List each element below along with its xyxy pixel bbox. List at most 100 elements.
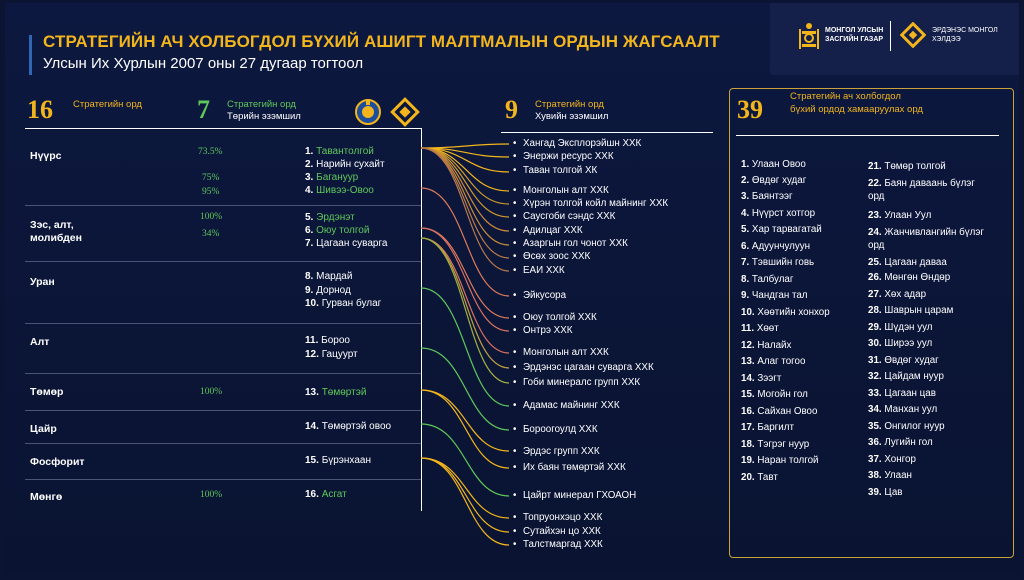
related-item: 7. Тэвшийн говь [741,257,815,268]
related-item: 34. Манхан уул [868,404,938,415]
related-item: 21. Төмөр толгой [868,161,946,172]
related-item: 16. Сайхан Овоо [741,406,818,417]
related-label-2: бүхий ордод хамааруулах орд [790,104,923,115]
deposit-item: 9. Дорнод [305,285,351,296]
soyombo-emblem-icon [799,23,819,49]
mineral-gold: Алт [30,336,50,348]
deposit-item: 5. Эрдэнэт [305,212,355,223]
related-item: 11. Хөөт [741,323,779,334]
related-item: 14. Зээгт [741,373,782,384]
related-item: 24. Жанчивлангийн бүлэг [868,227,984,238]
erdenes-logo-icon [390,97,420,127]
company-item: Монголын алт ХХК [513,347,609,359]
column-separator [421,128,422,511]
related-item: орд [868,191,885,202]
company-item: Бороогоулд ХХК [513,424,597,436]
company-item: Цайрт минерал ГХОАОН [513,490,636,502]
deposit-item: 2. Нарийн сухайт [305,159,385,170]
row-divider [25,323,421,324]
company-item: Сутайхэн цо ХХК [513,526,601,538]
related-item: 27. Хөх адар [868,289,927,300]
related-label-1: Стратегийн ач холбогдол [790,91,901,102]
company-item: Эрдэс групп ХХК [513,446,600,458]
related-item: 15. Могойн гол [741,389,808,400]
company-item: Их баян төмөртэй ХХК [513,462,626,474]
deposit-item: 3. Багануур [305,172,359,183]
company-item: Таван толгой ХК [513,165,597,177]
related-item: 32. Цайдам нуур [868,371,944,382]
deposit-item: 6. Оюу толгой [305,225,370,236]
mineral-zinc: Цайр [30,423,57,435]
state-share-percent: 73.5% [198,147,223,157]
deposit-item: 13. Төмөртэй [305,387,367,398]
mineral-molybdenum: молибден [30,232,82,244]
related-item: 10. Хөөтийн хонхор [741,307,830,318]
row-divider [25,410,421,411]
related-item: 38. Улаан [868,470,912,481]
related-item: 37. Хонгор [868,454,916,465]
related-item: 4. Нүүрст хотгор [741,208,816,219]
related-item: 35. Онгилог нуур [868,421,945,432]
deposit-item: 16. Асгат [305,489,347,500]
connector-lines [421,143,510,546]
company-item: Эрдэнэс цагаан суварга ХХК [513,362,654,374]
state-emblem-icon [355,99,381,125]
state-share-percent: 100% [200,387,223,397]
state-count: 7 [197,95,210,124]
related-item: 23. Улаан Уул [868,210,932,221]
mineral-coal: Нүүрс [30,150,62,162]
related-item: 2. Өвдөг худаг [741,175,807,186]
logo1-line1: МОНГОЛ УЛСЫН [825,27,884,34]
related-item: 3. Баянтээг [741,191,793,202]
header-line-mid [501,132,713,133]
related-item: 20. Тавт [741,472,778,483]
related-item: 33. Цагаан цав [868,388,936,399]
related-item: 25. Цагаан даваа [868,257,947,268]
page-title: СТРАТЕГИЙН АЧ ХОЛБОГДОЛ БҮХИЙ АШИГТ МАЛТ… [43,32,720,51]
row-divider [25,443,421,444]
slide: СТРАТЕГИЙН АЧ ХОЛБОГДОЛ БҮХИЙ АШИГТ МАЛТ… [5,3,1019,573]
mineral-iron: Төмөр [30,386,64,398]
mineral-copper-gold: Зэс, алт, [30,219,74,231]
logo2-line2: ХЭЛДЭЭ [932,36,961,43]
company-item: Саусгоби сэндс ХХК [513,211,615,223]
related-item: 31. Өвдөг худаг [868,355,939,366]
mineral-silver: Мөнгө [30,491,63,503]
header-line-left [25,128,421,129]
company-item: Хүрэн толгой койл майнинг ХХК [513,198,668,210]
company-item: Топруонхэцо ХХК [513,512,602,524]
related-count: 39 [737,95,763,124]
related-item: 22. Баян даваань бүлэг [868,178,975,189]
state-share-percent: 100% [200,212,223,222]
related-item: 18. Тэгрэг нуур [741,439,810,450]
company-item: Адилцаг ХХК [513,225,583,237]
logo-divider [890,21,891,51]
row-divider [25,479,421,480]
private-label-1: Стратегийн орд [535,99,604,110]
company-item: Өсөх зоос ХХК [513,251,590,263]
deposit-item: 7. Цагаан суварга [305,238,388,249]
related-item: 26. Мөнгөн Өндөр [868,272,951,283]
state-share-percent: 34% [202,229,220,239]
company-item: Энержи ресурс ХХК [513,151,613,163]
related-item: 13. Алаг тогоо [741,356,806,367]
company-item: Хангад Эксплорэйшн ХХК [513,138,641,150]
company-item: Оюу толгой ХХК [513,312,597,324]
deposits-count: 16 [27,95,53,124]
deposit-item: 14. Төмөртэй овоо [305,421,392,432]
related-item: 1. Улаан Овоо [741,159,806,170]
row-divider [25,205,421,206]
state-share-percent: 100% [200,490,223,500]
page-subtitle: Улсын Их Хурлын 2007 оны 27 дугаар тогто… [43,55,364,72]
logo2-line1: ЭРДЭНЭС МОНГОЛ [932,27,998,34]
state-label-1: Стратегийн орд [227,99,296,110]
related-item: 30. Ширээ уул [868,338,933,349]
private-label-2: Хувийн эзэмшил [535,111,609,122]
related-item: 29. Шүдэн уул [868,322,933,333]
deposit-item: 11. Бороо [305,335,350,346]
mineral-phosphorite: Фосфорит [30,456,85,468]
erdenes-diamond-icon [900,22,926,48]
state-label-2: Төрийн эзэмшил [227,111,301,122]
deposit-item: 1. Тавантолгой [305,146,374,157]
related-item: 6. Адуунчулуун [741,241,811,252]
